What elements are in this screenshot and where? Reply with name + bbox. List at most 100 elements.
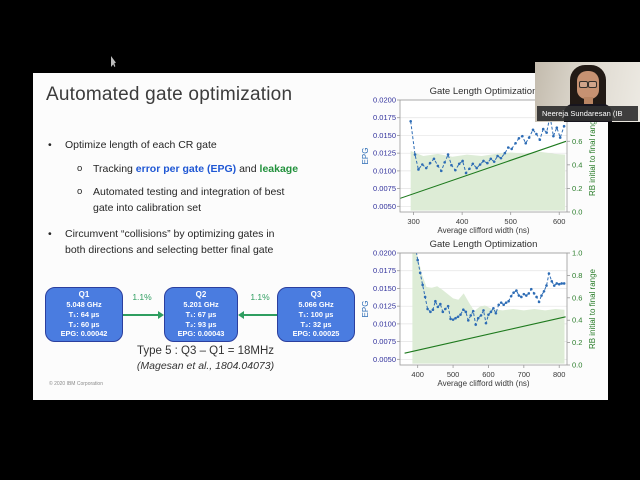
svg-text:0.0175: 0.0175 xyxy=(373,266,396,275)
bullet-marker: o xyxy=(77,186,83,197)
svg-text:RB initial to final range: RB initial to final range xyxy=(588,268,597,349)
bullet-marker: • xyxy=(48,139,52,151)
svg-text:400: 400 xyxy=(456,217,469,226)
bullet-text-line: Circumvent “collisions” by optimizing ga… xyxy=(65,228,275,240)
svg-text:800: 800 xyxy=(553,370,566,379)
svg-text:Average clifford width (ns): Average clifford width (ns) xyxy=(437,379,530,388)
svg-text:0.0150: 0.0150 xyxy=(373,131,396,140)
svg-text:0.0075: 0.0075 xyxy=(373,184,396,193)
webcam-overlay[interactable]: Neereja Sundaresan (IB xyxy=(535,62,640,122)
svg-text:0.8: 0.8 xyxy=(572,271,582,280)
svg-text:0.0100: 0.0100 xyxy=(373,319,396,328)
svg-text:500: 500 xyxy=(504,217,517,226)
bullet-item-2: • Circumvent “collisions” by optimizing … xyxy=(48,226,368,258)
qubit-box-q3: Q3 5.066 GHz T₁: 100 µs T₂: 32 µs EPG: 0… xyxy=(277,287,355,342)
svg-text:0.2: 0.2 xyxy=(572,338,582,347)
qubit-frequency: 5.201 GHz xyxy=(183,300,219,309)
svg-text:500: 500 xyxy=(447,370,460,379)
presentation-slide: Automated gate optimization • Optimize l… xyxy=(33,73,608,400)
svg-text:0.0100: 0.0100 xyxy=(373,166,396,175)
chart-svg: 400 500 600 700 800 0.0200 0.0175 0.0150 0.0125 0… xyxy=(361,239,597,388)
bullet-text-line: both directions and selecting better fin… xyxy=(65,244,274,256)
sub-bullet-item-2: o Automated testing and integration of b… xyxy=(77,184,377,216)
svg-text:0.6: 0.6 xyxy=(572,137,582,146)
qubit-t1: T₁: 64 µs xyxy=(68,309,100,319)
qubit-name: Q3 xyxy=(310,290,322,299)
svg-text:EPG: EPG xyxy=(361,301,370,318)
svg-text:0.0075: 0.0075 xyxy=(373,337,396,346)
diagram-reference: (Magesan et al., 1804.04073) xyxy=(136,360,275,372)
qubit-epg: EPG: 0.00042 xyxy=(60,329,108,339)
qubit-name: Q1 xyxy=(78,290,90,299)
qubit-box-q2: Q2 5.201 GHz T₁: 67 µs T₂: 93 µs EPG: 0.… xyxy=(164,287,238,342)
svg-text:0.6: 0.6 xyxy=(572,293,582,302)
chart-gate-length-top: 300 400 500 600 0.0200 0.0175 0.0150 0.0125 0.01… xyxy=(358,84,610,236)
qubit-t1: T₁: 100 µs xyxy=(298,309,334,319)
svg-text:400: 400 xyxy=(411,370,424,379)
arrowhead-icon xyxy=(238,311,244,319)
arrow-q3-to-q2-icon xyxy=(238,311,277,319)
svg-text:Gate Length Optimization: Gate Length Optimization xyxy=(430,86,538,97)
arrow-label-left: 1.1% xyxy=(132,292,152,302)
svg-text:0.0: 0.0 xyxy=(572,361,582,370)
glasses-icon xyxy=(578,81,598,88)
svg-text:RB initial to final range: RB initial to final range xyxy=(588,115,597,196)
bullet-text-line: Automated testing and integration of bes… xyxy=(93,186,285,198)
qubit-t2: T₂: 93 µs xyxy=(185,319,217,329)
bullet-text: Automated testing and integration of bes… xyxy=(93,184,284,216)
bullet-text-leakage-highlight: leakage xyxy=(259,163,299,175)
svg-text:0.0200: 0.0200 xyxy=(373,96,396,105)
svg-text:300: 300 xyxy=(407,217,420,226)
bullet-text: Tracking error per gate (EPG) and leakag… xyxy=(93,161,298,177)
qubit-t2: T₂: 60 µs xyxy=(68,319,100,329)
svg-text:700: 700 xyxy=(518,370,531,379)
bullet-text-plain: and xyxy=(236,163,260,175)
bullet-text: Optimize length of each CR gate xyxy=(65,139,217,151)
qubit-frequency: 5.066 GHz xyxy=(298,300,334,309)
bullet-item-1: • Optimize length of each CR gate xyxy=(48,137,368,153)
svg-text:0.0125: 0.0125 xyxy=(373,302,396,311)
participant-name-text: Neereja Sundaresan (IB xyxy=(542,109,623,118)
qubit-epg: EPG: 0.00043 xyxy=(177,329,225,339)
svg-text:0.0175: 0.0175 xyxy=(373,113,396,122)
qubit-t1: T₁: 67 µs xyxy=(185,309,217,319)
svg-text:0.0: 0.0 xyxy=(572,208,582,217)
chart-svg: 300 400 500 600 0.0200 0.0175 0.0150 0.0125 0.01… xyxy=(361,86,597,235)
diagram-caption: Type 5 : Q3 – Q1 = 18MHz xyxy=(136,345,275,357)
svg-text:0.0150: 0.0150 xyxy=(373,284,396,293)
mouse-cursor-icon xyxy=(111,56,116,67)
bullet-text: Circumvent “collisions” by optimizing ga… xyxy=(65,226,275,258)
svg-text:0.0050: 0.0050 xyxy=(373,202,396,211)
bullet-text-line: gate into calibration set xyxy=(93,202,201,214)
svg-text:0.0125: 0.0125 xyxy=(373,149,396,158)
qubit-frequency: 5.048 GHz xyxy=(66,300,102,309)
qubit-box-q1: Q1 5.048 GHz T₁: 64 µs T₂: 60 µs EPG: 0.… xyxy=(45,287,123,342)
svg-text:0.4: 0.4 xyxy=(572,160,582,169)
svg-text:0.2: 0.2 xyxy=(572,184,582,193)
svg-text:1.0: 1.0 xyxy=(572,249,582,258)
svg-text:600: 600 xyxy=(553,217,566,226)
qubit-name: Q2 xyxy=(195,290,207,299)
svg-text:0.0050: 0.0050 xyxy=(373,355,396,364)
svg-text:0.4: 0.4 xyxy=(572,316,582,325)
svg-text:Average clifford width (ns): Average clifford width (ns) xyxy=(437,226,530,235)
qubit-epg: EPG: 0.00025 xyxy=(292,329,340,339)
copyright-notice: © 2020 IBM Corporation xyxy=(49,381,103,387)
participant-name-label: Neereja Sundaresan (IB xyxy=(537,106,638,121)
svg-text:EPG: EPG xyxy=(361,148,370,165)
chart-gate-length-bottom: 400 500 600 700 800 0.0200 0.0175 0.0150 0.0125 0… xyxy=(358,237,610,389)
qubit-t2: T₂: 32 µs xyxy=(300,319,332,329)
arrowhead-icon xyxy=(158,311,164,319)
bullet-marker: o xyxy=(77,163,83,174)
bullet-text-epg-highlight: error per gate (EPG) xyxy=(135,163,237,175)
sub-bullet-item-1: o Tracking error per gate (EPG) and leak… xyxy=(77,161,377,177)
slide-title: Automated gate optimization xyxy=(46,84,293,105)
svg-text:0.0200: 0.0200 xyxy=(373,249,396,258)
bullet-marker: • xyxy=(48,228,52,240)
svg-text:600: 600 xyxy=(482,370,495,379)
presenter-neck xyxy=(584,97,593,106)
bullet-text-plain: Tracking xyxy=(93,163,136,175)
arrow-label-right: 1.1% xyxy=(250,292,270,302)
svg-text:Gate Length Optimization: Gate Length Optimization xyxy=(430,239,538,250)
